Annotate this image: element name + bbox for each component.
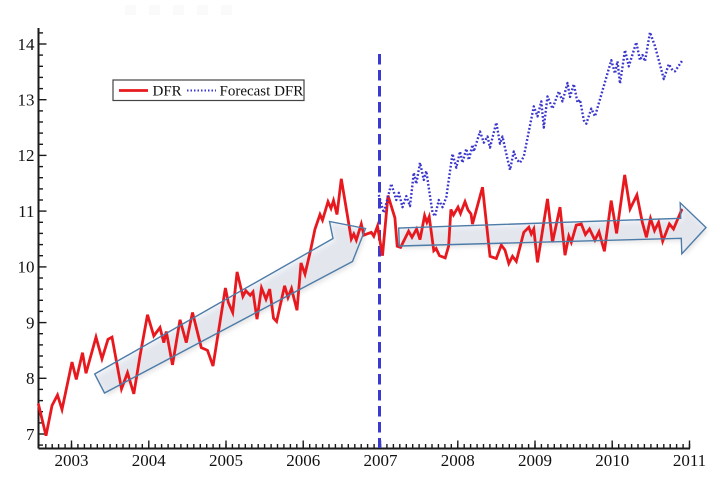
svg-text:2010: 2010 (595, 451, 629, 470)
svg-text:2005: 2005 (209, 451, 243, 470)
svg-text:2007: 2007 (364, 451, 399, 470)
svg-text:8: 8 (26, 369, 35, 388)
svg-text:Forecast DFR: Forecast DFR (220, 84, 304, 100)
svg-text:2006: 2006 (286, 451, 320, 470)
svg-text:2009: 2009 (518, 451, 552, 470)
svg-text:10: 10 (18, 258, 35, 277)
svg-text:2008: 2008 (441, 451, 475, 470)
svg-text:2011: 2011 (673, 451, 706, 470)
svg-text:2004: 2004 (132, 451, 167, 470)
svg-text:9: 9 (26, 313, 35, 332)
svg-text:11: 11 (18, 202, 34, 221)
svg-text:2003: 2003 (55, 451, 89, 470)
svg-text:7: 7 (26, 425, 35, 444)
svg-text:DFR: DFR (153, 84, 182, 100)
svg-text:14: 14 (18, 35, 36, 54)
svg-text:12: 12 (18, 146, 35, 165)
svg-text:13: 13 (18, 91, 35, 110)
